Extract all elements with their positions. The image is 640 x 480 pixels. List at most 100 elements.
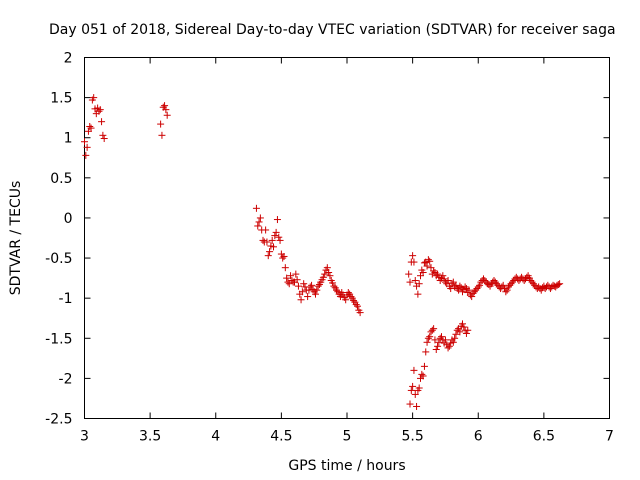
- data-point: [86, 122, 94, 130]
- data-point: [99, 131, 107, 139]
- data-point: [423, 338, 431, 346]
- data-point: [255, 218, 263, 226]
- axis-ticks: [84, 57, 610, 419]
- y-tick-label: -1.5: [45, 331, 72, 347]
- data-point: [431, 336, 439, 344]
- data-point: [502, 288, 510, 296]
- data-point: [294, 282, 302, 290]
- data-point: [81, 138, 88, 146]
- data-point: [460, 323, 468, 331]
- data-point: [329, 279, 337, 287]
- data-point: [413, 402, 421, 410]
- x-tick-label: 7: [605, 429, 614, 445]
- data-points: [81, 94, 564, 410]
- data-point: [342, 296, 350, 304]
- data-point: [161, 102, 169, 110]
- data-point: [426, 257, 434, 265]
- data-point: [428, 326, 436, 334]
- x-tick-label: 5: [343, 429, 352, 445]
- data-point: [440, 275, 448, 283]
- data-point: [325, 268, 333, 276]
- data-point: [449, 338, 457, 346]
- data-point: [462, 329, 470, 337]
- data-point: [407, 386, 415, 394]
- data-point: [503, 286, 511, 294]
- data-point: [83, 143, 91, 151]
- data-point: [420, 362, 428, 370]
- x-tick-label: 6.5: [533, 429, 555, 445]
- data-point: [304, 293, 312, 301]
- data-point: [96, 106, 104, 114]
- x-tick-label: 4: [211, 429, 220, 445]
- data-point: [272, 228, 280, 236]
- y-tick-label: 1: [64, 131, 73, 147]
- data-point: [405, 270, 413, 278]
- data-point: [456, 282, 464, 290]
- data-point: [276, 236, 284, 244]
- data-point: [418, 370, 426, 378]
- data-point: [554, 281, 562, 289]
- data-point: [163, 111, 171, 119]
- data-point: [281, 264, 289, 272]
- data-point: [350, 297, 358, 305]
- data-point: [456, 328, 464, 336]
- data-point: [438, 333, 445, 341]
- data-point: [323, 264, 331, 272]
- x-axis-label: GPS time / hours: [288, 458, 405, 474]
- data-point: [287, 272, 295, 280]
- data-point: [464, 326, 472, 334]
- tick-labels: 3 3.5 4 4.5 5 5.5 6 6.5 7 2 1.5 1 0.5 0 -0.5 -1 -1.5 -2 -2…: [45, 51, 614, 445]
- data-point: [270, 243, 277, 251]
- x-tick-label: 6: [474, 429, 483, 445]
- data-point: [499, 281, 507, 289]
- data-point: [419, 268, 427, 276]
- y-tick-label: 1.5: [50, 91, 72, 107]
- data-point: [344, 289, 352, 297]
- data-point: [459, 320, 466, 328]
- data-point: [426, 333, 434, 341]
- x-tick-label: 5.5: [401, 429, 423, 445]
- data-point: [476, 281, 484, 289]
- data-point: [321, 270, 329, 278]
- y-tick-label: 2: [64, 51, 73, 67]
- data-point: [430, 325, 438, 333]
- data-point: [468, 293, 476, 301]
- data-point: [293, 276, 301, 284]
- data-point: [406, 400, 414, 408]
- data-point: [434, 270, 442, 278]
- data-point: [406, 278, 414, 286]
- data-point: [419, 372, 427, 380]
- data-point: [411, 390, 419, 398]
- data-point: [314, 282, 322, 290]
- data-point: [415, 280, 423, 288]
- data-point: [308, 281, 316, 289]
- data-point: [424, 334, 432, 342]
- data-point: [312, 290, 319, 298]
- data-point: [432, 346, 440, 354]
- data-point: [273, 216, 281, 224]
- y-tick-label: -0.5: [45, 251, 72, 267]
- data-point: [100, 135, 108, 143]
- data-point: [424, 256, 432, 264]
- data-point: [444, 277, 452, 285]
- data-point: [445, 342, 453, 350]
- data-point: [292, 270, 300, 278]
- data-point: [298, 288, 306, 296]
- data-point: [333, 286, 340, 294]
- data-point: [452, 281, 460, 289]
- data-point: [444, 344, 452, 352]
- data-point: [319, 273, 327, 281]
- data-point: [435, 338, 443, 346]
- data-point: [352, 301, 360, 309]
- data-point: [430, 267, 438, 275]
- data-point: [271, 232, 279, 240]
- data-point: [305, 286, 313, 294]
- data-point: [283, 274, 291, 282]
- data-point: [300, 280, 308, 288]
- x-tick-label: 3.5: [139, 429, 161, 445]
- data-point: [447, 285, 455, 293]
- data-point: [252, 204, 260, 212]
- data-point: [439, 272, 447, 280]
- data-point: [162, 106, 170, 114]
